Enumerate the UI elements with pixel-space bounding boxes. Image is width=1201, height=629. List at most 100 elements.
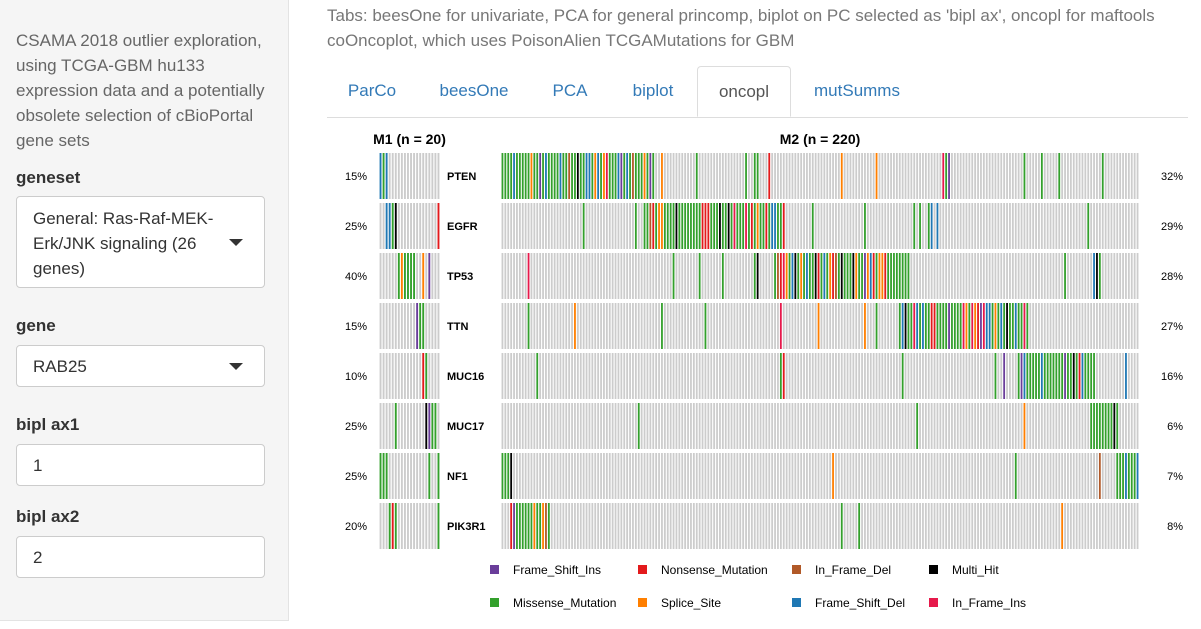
- m1-empty-cell: [407, 153, 409, 199]
- m2-mutation-bar: [768, 153, 771, 199]
- m2-empty-cell: [794, 153, 797, 199]
- m2-empty-cell: [945, 453, 948, 499]
- m2-empty-cell: [562, 353, 565, 399]
- m2-empty-cell: [855, 503, 858, 549]
- m2-mutation-bar: [840, 253, 843, 299]
- m2-empty-cell: [1029, 153, 1032, 199]
- m2-empty-cell: [707, 153, 710, 199]
- m2-empty-cell: [788, 453, 791, 499]
- m2-empty-cell: [1020, 453, 1023, 499]
- m2-empty-cell: [501, 503, 504, 549]
- m2-empty-cell: [643, 353, 646, 399]
- m2-empty-cell: [684, 503, 687, 549]
- m2-empty-cell: [611, 503, 614, 549]
- m2-empty-cell: [1104, 303, 1107, 349]
- m2-empty-cell: [968, 453, 971, 499]
- tab-oncopl[interactable]: oncopl: [697, 66, 791, 117]
- m2-empty-cell: [1067, 303, 1069, 349]
- tab-parco[interactable]: ParCo: [347, 81, 397, 100]
- m1-empty-cell: [400, 453, 403, 499]
- tab-biplot[interactable]: biplot: [632, 81, 674, 100]
- geneset-select[interactable]: General: Ras-Raf-MEK-Erk/JNK signaling (…: [16, 196, 265, 288]
- m2-mutation-bar: [516, 503, 518, 549]
- m1-empty-cell: [419, 153, 422, 199]
- m2-mutation-bar: [1098, 253, 1101, 299]
- m2-mutation-bar: [1101, 153, 1104, 199]
- m2-empty-cell: [1017, 203, 1020, 249]
- m2-empty-cell: [910, 353, 913, 399]
- m2-empty-cell: [1107, 353, 1110, 399]
- m2-empty-cell: [701, 303, 704, 349]
- m2-empty-cell: [1067, 453, 1069, 499]
- m2-mutation-bar: [782, 203, 785, 249]
- m2-mutation-bar: [948, 303, 950, 349]
- m2-empty-cell: [600, 403, 602, 449]
- m2-empty-cell: [823, 303, 826, 349]
- m2-empty-cell: [547, 203, 550, 249]
- m2-empty-cell: [614, 453, 617, 499]
- m2-empty-cell: [1064, 303, 1066, 349]
- m1-empty-cell: [416, 353, 419, 399]
- tab-beesone[interactable]: beesOne: [439, 81, 509, 100]
- m2-empty-cell: [588, 403, 591, 449]
- m2-empty-cell: [820, 453, 823, 499]
- m2-empty-cell: [1113, 253, 1116, 299]
- m2-empty-cell: [597, 203, 600, 249]
- m2-empty-cell: [1113, 453, 1116, 499]
- bipl-ax2-input[interactable]: 2: [16, 536, 265, 578]
- m2-empty-cell: [951, 253, 953, 299]
- m2-empty-cell: [1058, 203, 1061, 249]
- m2-empty-cell: [663, 303, 666, 349]
- m2-empty-cell: [585, 303, 588, 349]
- m2-empty-cell: [965, 203, 968, 249]
- m2-empty-cell: [553, 303, 556, 349]
- m2-empty-cell: [629, 203, 631, 249]
- m2-empty-cell: [617, 353, 620, 399]
- m2-mutation-bar: [527, 303, 530, 349]
- m2-mutation-bar: [1003, 353, 1006, 399]
- m2-empty-cell: [936, 503, 939, 549]
- m1-empty-cell: [425, 453, 428, 499]
- m2-empty-cell: [939, 453, 942, 499]
- m2-empty-cell: [1081, 203, 1084, 249]
- m1-empty-cell: [379, 403, 382, 449]
- m2-empty-cell: [521, 203, 524, 249]
- m1-mutation-bar: [391, 503, 394, 549]
- m2-empty-cell: [1130, 153, 1133, 199]
- m2-empty-cell: [1035, 403, 1037, 449]
- m2-empty-cell: [759, 353, 762, 399]
- tab-pca[interactable]: PCA: [552, 81, 588, 100]
- m2-empty-cell: [959, 453, 962, 499]
- m2-mutation-bar: [1119, 453, 1122, 499]
- m2-empty-cell: [663, 353, 666, 399]
- bipl-ax1-input[interactable]: 1: [16, 444, 265, 486]
- m2-empty-cell: [788, 153, 791, 199]
- m2-empty-cell: [806, 403, 808, 449]
- m2-empty-cell: [953, 503, 956, 549]
- m2-empty-cell: [936, 353, 939, 399]
- m2-empty-cell: [922, 153, 924, 199]
- m2-empty-cell: [1000, 353, 1003, 399]
- m2-empty-cell: [806, 303, 808, 349]
- tab-mutsumms[interactable]: mutSumms: [814, 81, 900, 100]
- gene-select[interactable]: RAB25: [16, 345, 265, 387]
- m2-empty-cell: [626, 503, 629, 549]
- m2-empty-cell: [1072, 453, 1075, 499]
- m2-empty-cell: [1113, 353, 1116, 399]
- m2-empty-cell: [1058, 303, 1061, 349]
- m2-empty-cell: [779, 503, 782, 549]
- m2-empty-cell: [704, 403, 707, 449]
- m2-empty-cell: [794, 203, 797, 249]
- m2-empty-cell: [1067, 403, 1069, 449]
- m2-empty-cell: [724, 303, 727, 349]
- m2-empty-cell: [1038, 403, 1040, 449]
- m2-empty-cell: [1040, 453, 1043, 499]
- m2-empty-cell: [904, 503, 907, 549]
- m2-empty-cell: [1113, 503, 1116, 549]
- m2-mutation-bar: [1049, 353, 1052, 399]
- m2-empty-cell: [959, 203, 962, 249]
- m2-empty-cell: [1072, 253, 1075, 299]
- m2-empty-cell: [672, 303, 675, 349]
- m2-empty-cell: [1017, 253, 1020, 299]
- m2-empty-cell: [1020, 253, 1023, 299]
